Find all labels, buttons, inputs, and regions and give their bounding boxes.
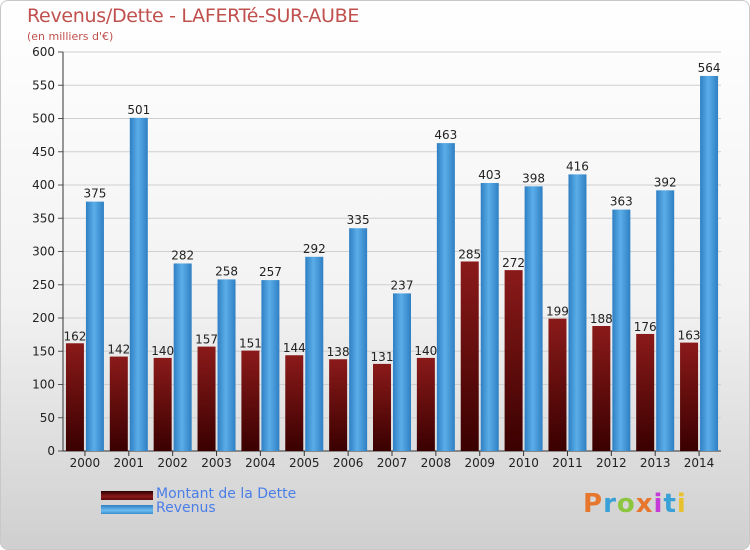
bar-revenue <box>85 201 104 451</box>
y-tick-label: 0 <box>47 444 55 458</box>
data-label-revenue: 282 <box>171 248 194 262</box>
bar-debt <box>548 318 567 451</box>
bar-revenue <box>480 183 499 451</box>
data-label-debt: 272 <box>502 256 525 270</box>
data-label-revenue: 501 <box>127 103 150 117</box>
data-label-debt: 199 <box>546 305 569 319</box>
x-tick-label: 2000 <box>70 456 101 470</box>
x-tick-label: 2010 <box>508 456 539 470</box>
data-label-debt: 188 <box>590 312 613 326</box>
data-label-revenue: 416 <box>566 159 589 173</box>
bar-revenue <box>217 279 236 451</box>
y-tick-label: 150 <box>32 344 55 358</box>
x-tick-label: 2011 <box>552 456 583 470</box>
data-label-revenue: 292 <box>303 242 326 256</box>
data-label-debt: 176 <box>634 320 657 334</box>
data-label-debt: 140 <box>414 344 437 358</box>
data-label-debt: 142 <box>107 343 130 357</box>
y-tick-label: 600 <box>32 45 55 59</box>
y-tick-label: 250 <box>32 278 55 292</box>
x-tick-label: 2012 <box>596 456 627 470</box>
bar-debt <box>329 359 348 451</box>
data-label-debt: 157 <box>195 333 218 347</box>
bar-revenue <box>173 263 192 451</box>
bar-debt <box>109 356 128 451</box>
legend-label-revenue: Revenus <box>156 500 216 516</box>
data-label-revenue: 398 <box>522 171 545 185</box>
y-tick-label: 400 <box>32 178 55 192</box>
data-label-revenue: 237 <box>391 278 414 292</box>
data-label-revenue: 392 <box>654 175 677 189</box>
y-tick-label: 500 <box>32 112 55 126</box>
bar-debt <box>504 270 523 451</box>
data-label-debt: 140 <box>151 344 174 358</box>
data-label-revenue: 375 <box>83 187 106 201</box>
x-tick-label: 2002 <box>157 456 188 470</box>
data-label-revenue: 258 <box>215 264 238 278</box>
data-label-debt: 144 <box>283 341 306 355</box>
bar-debt <box>416 357 435 451</box>
y-tick-label: 50 <box>40 411 55 425</box>
y-tick-label: 450 <box>32 145 55 159</box>
bar-debt <box>153 357 172 451</box>
legend-label-debt: Montant de la Dette <box>156 486 297 502</box>
bar-revenue <box>129 117 148 452</box>
x-tick-label: 2005 <box>289 456 320 470</box>
bar-debt <box>197 346 216 451</box>
chart-subtitle: (en milliers d'€) <box>27 30 114 43</box>
data-label-debt: 285 <box>458 247 481 261</box>
legend-swatch-debt <box>101 491 153 500</box>
x-tick-label: 2009 <box>464 456 495 470</box>
bar-debt <box>592 325 611 451</box>
data-label-revenue: 363 <box>610 195 633 209</box>
data-label-debt: 151 <box>239 337 262 351</box>
y-tick-label: 350 <box>32 211 55 225</box>
bar-revenue <box>436 143 455 452</box>
x-tick-label: 2003 <box>201 456 232 470</box>
y-tick-label: 100 <box>32 378 55 392</box>
bar-revenue <box>393 293 411 451</box>
x-tick-label: 2006 <box>333 456 364 470</box>
y-tick-label: 200 <box>32 311 55 325</box>
y-tick-label: 300 <box>32 245 55 259</box>
bar-debt <box>241 350 260 451</box>
bar-debt <box>680 342 699 451</box>
data-label-debt: 131 <box>371 350 394 364</box>
data-label-debt: 138 <box>327 345 350 359</box>
data-label-revenue: 257 <box>259 265 282 279</box>
bar-revenue <box>261 280 280 451</box>
bar-revenue <box>568 174 587 452</box>
bar-revenue <box>700 75 719 451</box>
data-label-revenue: 403 <box>478 168 501 182</box>
bar-debt <box>285 355 304 451</box>
x-tick-label: 2014 <box>684 456 715 470</box>
x-tick-label: 2007 <box>377 456 408 470</box>
chart-title: Revenus/Dette - LAFERTé-SUR-AUBE <box>27 5 360 27</box>
bar-debt <box>636 333 655 451</box>
x-tick-label: 2013 <box>640 456 671 470</box>
bar-revenue <box>612 209 631 451</box>
legend-swatch-revenue <box>101 505 153 514</box>
data-label-revenue: 335 <box>347 213 370 227</box>
bar-revenue <box>656 190 675 451</box>
x-tick-label: 2001 <box>114 456 145 470</box>
proxiti-logo: Proxiti <box>583 489 687 519</box>
data-label-revenue: 463 <box>434 128 457 142</box>
data-label-revenue: 564 <box>698 61 721 75</box>
bar-debt <box>460 261 479 451</box>
bar-debt <box>65 343 84 451</box>
bar-debt <box>373 363 391 451</box>
y-tick-label: 550 <box>32 78 55 92</box>
bar-revenue <box>349 228 368 451</box>
x-tick-label: 2008 <box>421 456 452 470</box>
bar-revenue <box>524 186 543 451</box>
data-label-debt: 163 <box>678 329 701 343</box>
bar-revenue <box>305 256 324 451</box>
x-tick-label: 2004 <box>245 456 276 470</box>
data-label-debt: 162 <box>63 329 86 343</box>
